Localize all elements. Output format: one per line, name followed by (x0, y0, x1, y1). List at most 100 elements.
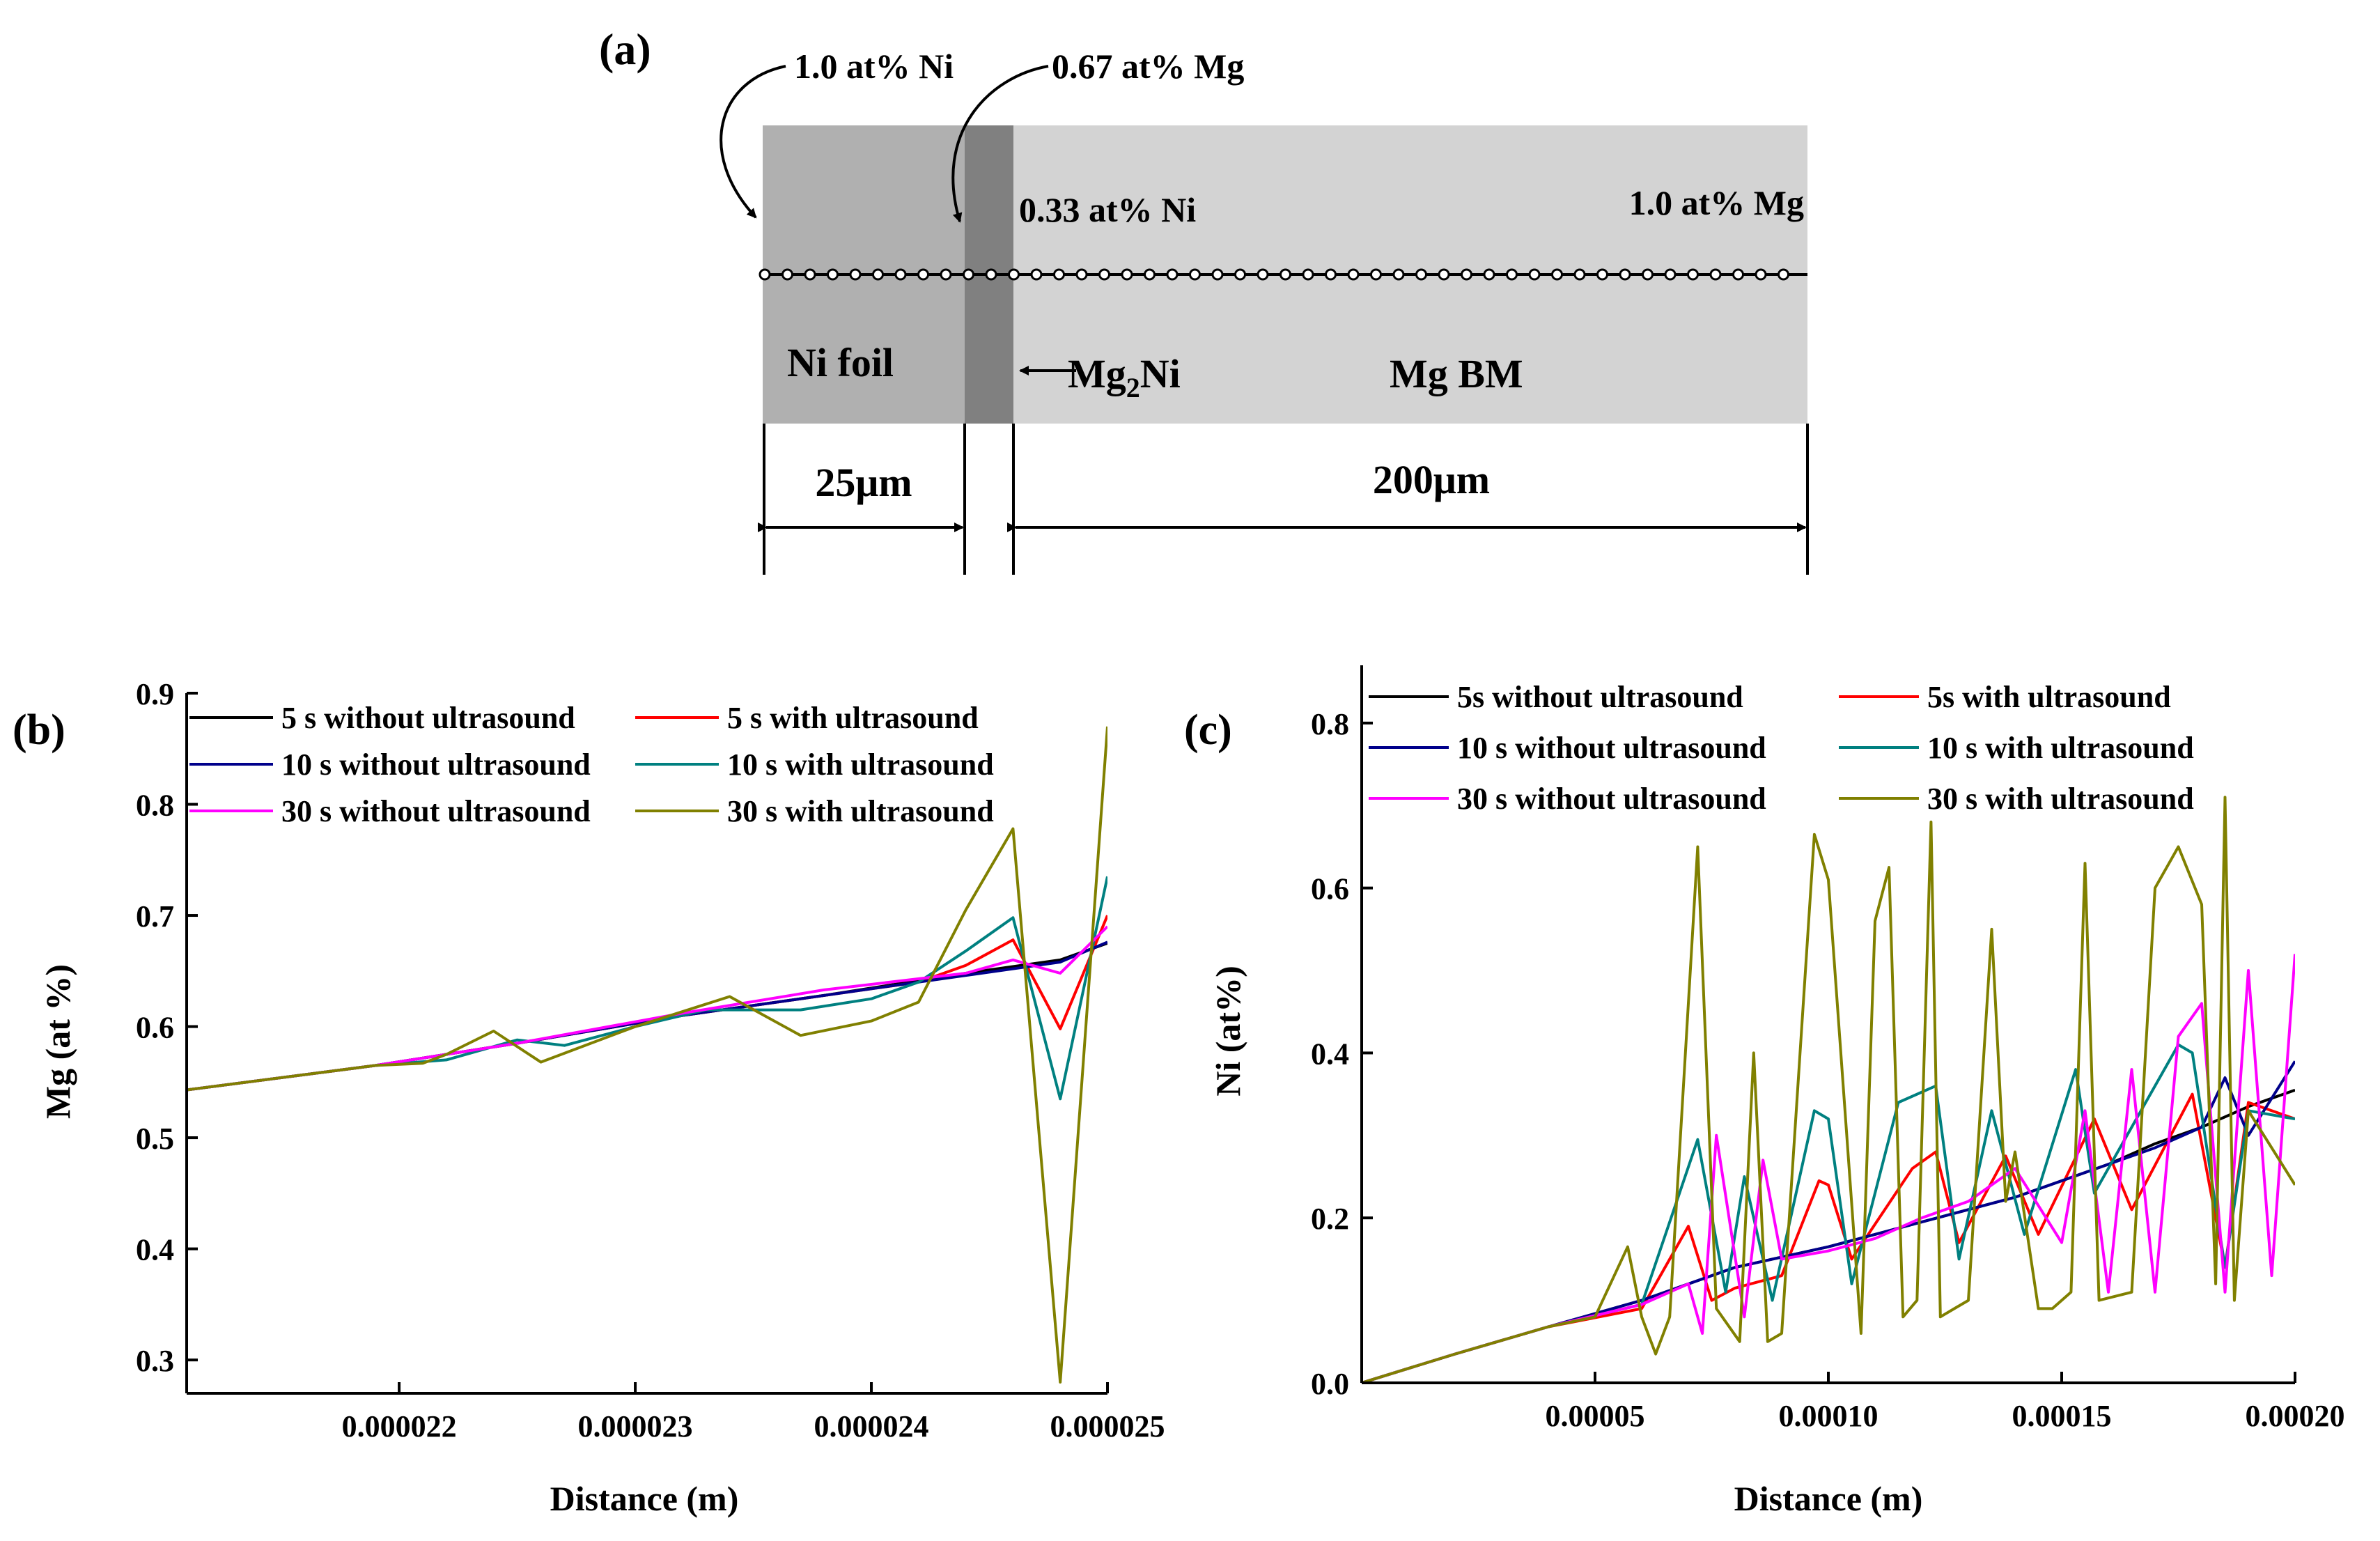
ni-chart-y-tick-label: 0.0 (1311, 1367, 1349, 1401)
ni-chart-legend-label-6: 30 s with ultrasound (1927, 782, 2194, 816)
ni-chart-body: 0.00005 0.00010 0.00015 0.00020 0.0 0.2 0.4 0.6… (1311, 665, 2345, 1433)
arrow-mg-top (951, 65, 1049, 223)
mesh-node (1347, 268, 1360, 281)
mg-chart-y-tick-label: 0.6 (136, 1011, 174, 1045)
ni-chart-y-tick-label: 0.8 (1311, 707, 1349, 741)
ni-chart-y-tick-label: 0.4 (1311, 1037, 1349, 1071)
mesh-node (849, 268, 862, 281)
ni-chart-y-tick-label: 0.6 (1311, 872, 1349, 906)
mesh-node (1506, 268, 1518, 281)
mesh-node (1053, 268, 1065, 281)
mesh-node (1461, 268, 1472, 281)
mesh-node (1280, 268, 1291, 281)
mg-chart-legend-label-1: 5 s without ultrasound (281, 701, 575, 735)
mg-chart-x-tick-label: 0.000025 (1050, 1409, 1165, 1443)
ni-chart-series-line-2 (1362, 1092, 2295, 1383)
mg-chart-ylabel: Mg (at %) (38, 964, 77, 1119)
mg-chart-body: 0.000022 0.000023 0.000024 0.000025 0.3 0.4 0.… (136, 677, 1165, 1443)
label-mg-0-67: 0.67 at% Mg (1052, 47, 1244, 86)
arrow-ni-top (720, 65, 786, 219)
label-mg2ni: Mg2Ni (1068, 351, 1181, 403)
dim-label-25: 25μm (815, 460, 912, 505)
mesh-node (781, 268, 793, 281)
mesh-node (1257, 268, 1269, 281)
mg-chart-y-tick-label: 0.3 (136, 1344, 174, 1378)
label-mg-bm: Mg BM (1390, 351, 1523, 396)
mesh-node (1415, 268, 1427, 281)
label-mg-1-0: 1.0 at% Mg (1629, 183, 1804, 222)
dim-label-200: 200μm (1373, 457, 1490, 502)
mesh-node (917, 268, 929, 281)
mesh-node (1370, 268, 1382, 281)
mesh-node (804, 268, 816, 281)
mesh-node (1687, 268, 1699, 281)
mesh-node (759, 268, 771, 281)
mg-chart-legend-label-5: 30 s without ultrasound (281, 794, 591, 828)
mesh-node (872, 268, 884, 281)
mesh-node (1302, 268, 1314, 281)
panel-a-label: (a) (599, 24, 651, 74)
mesh-node (1551, 268, 1563, 281)
mesh-node (1483, 268, 1495, 281)
ni-chart-xlabel: Distance (m) (1734, 1479, 1923, 1518)
mg-chart-x-tick-label: 0.000023 (578, 1409, 693, 1443)
ni-chart-y-tick-label: 0.2 (1311, 1202, 1349, 1236)
mesh-node (1144, 268, 1156, 281)
mg-chart-series-line-5 (187, 925, 1107, 1092)
mg-chart-series-line-4 (187, 876, 1107, 1101)
mesh-node (1664, 268, 1677, 281)
mesh-node (1596, 268, 1608, 281)
mg-chart-xlabel: Distance (m) (550, 1479, 739, 1518)
ni-chart-legend-label-5: 30 s without ultrasound (1457, 782, 1766, 816)
mesh-node (1121, 268, 1133, 281)
mg-chart-legend: 5 s without ultrasound 5 s with ultrasoun… (189, 701, 994, 828)
mg-chart-x-tick-label: 0.000022 (342, 1409, 457, 1443)
mesh-node (1642, 268, 1654, 281)
mesh-node (1098, 268, 1110, 281)
mesh-node (1211, 268, 1224, 281)
mesh-node (1392, 268, 1405, 281)
ni-chart: (c) 0.00005 0.00010 0.00015 0.000200.00.20.… (1184, 665, 2345, 1518)
mg-chart-y-tick-label: 0.9 (136, 677, 174, 711)
mesh-node (940, 268, 952, 281)
mg-chart-legend-label-4: 10 s with ultrasound (727, 748, 994, 782)
mesh-node (1075, 268, 1088, 281)
ni-chart-series-group (1362, 796, 2295, 1383)
mesh-node (1573, 268, 1586, 281)
mesh-node (1234, 268, 1246, 281)
ni-chart-legend-label-1: 5s without ultrasound (1457, 680, 1743, 714)
mesh-node (985, 268, 997, 281)
mg-chart-series-line-1 (187, 942, 1107, 1092)
mg-chart-y-tick-label: 0.5 (136, 1122, 174, 1156)
mesh-node (1166, 268, 1179, 281)
label-ni-0-33: 0.33 at% Ni (1019, 190, 1196, 229)
mg-chart-y-tick-label: 0.8 (136, 789, 174, 823)
mesh-node (1008, 268, 1020, 281)
mesh-node (1709, 268, 1722, 281)
schematic-panel: (a) 1.0 at% Ni 0.67 at% Mg 0.33 at% Ni 1… (599, 24, 1809, 575)
mg-chart-x-tick-label: 0.000024 (814, 1409, 929, 1443)
ni-chart-legend-label-3: 10 s without ultrasound (1457, 731, 1766, 765)
ni-chart-ylabel: Ni (at%) (1208, 966, 1247, 1096)
mesh-nodes (759, 268, 1789, 281)
mg-chart-series-group (187, 726, 1107, 1384)
mg-chart-y-tick-label: 0.4 (136, 1233, 174, 1267)
ni-chart-legend-label-2: 5s with ultrasound (1927, 680, 2171, 714)
mesh-node (1732, 268, 1744, 281)
ni-chart-x-tick-label: 0.00020 (2246, 1399, 2345, 1433)
mesh-node (1030, 268, 1043, 281)
mesh-node (1778, 268, 1789, 281)
mesh-node (894, 268, 907, 281)
ni-chart-legend-label-4: 10 s with ultrasound (1927, 731, 2194, 765)
ni-chart-series-line-5 (1362, 954, 2295, 1383)
mg-chart-series-line-2 (187, 915, 1107, 1092)
ni-chart-series-line-4 (1362, 1043, 2295, 1383)
mesh-node (1619, 268, 1631, 281)
mesh-node (1189, 268, 1201, 281)
ni-chart-series-line-1 (1362, 1088, 2295, 1383)
ni-chart-x-tick-label: 0.00010 (1779, 1399, 1879, 1433)
ni-chart-x-tick-label: 0.00005 (1546, 1399, 1645, 1433)
mesh-node (1755, 268, 1767, 281)
mg-chart-legend-label-2: 5 s with ultrasound (727, 701, 979, 735)
mg-chart-legend-label-6: 30 s with ultrasound (727, 794, 994, 828)
